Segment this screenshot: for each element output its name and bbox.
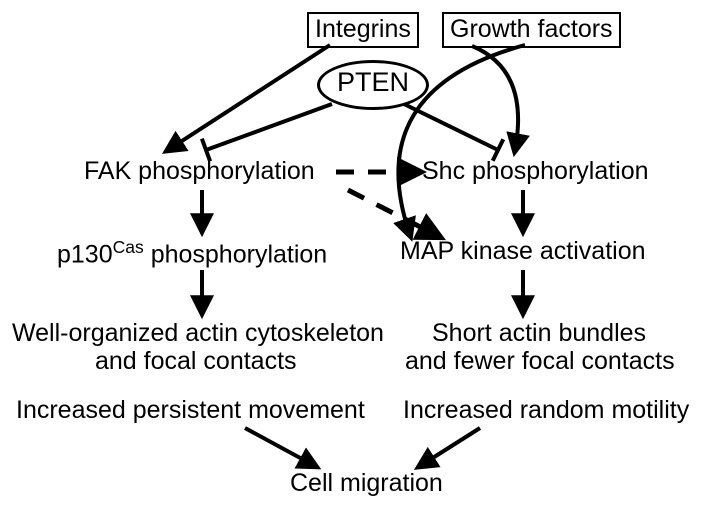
node-short2: and fewer focal contacts (405, 348, 675, 376)
edge-6 (348, 190, 438, 236)
node-pten: PTEN (317, 60, 429, 110)
node-growth: Growth factors (442, 12, 621, 48)
edge-12 (420, 428, 480, 466)
node-mapk: MAP kinase activation (400, 238, 646, 266)
node-shc: Shc phosphorylation (422, 158, 649, 186)
node-wellorg2: and focal contacts (95, 348, 297, 376)
node-integrins: Integrins (307, 12, 419, 48)
edge-4 (404, 104, 498, 150)
node-p130: p130Cas phosphorylation (57, 238, 327, 269)
node-random: Increased random motility (403, 397, 689, 425)
node-persist: Increased persistent movement (16, 397, 365, 425)
node-fak: FAK phosphorylation (84, 158, 315, 186)
node-wellorg1: Well-organized actin cytoskeleton (12, 320, 384, 348)
node-migration: Cell migration (290, 470, 443, 498)
edge-11 (245, 428, 315, 466)
node-short1: Short actin bundles (432, 320, 646, 348)
